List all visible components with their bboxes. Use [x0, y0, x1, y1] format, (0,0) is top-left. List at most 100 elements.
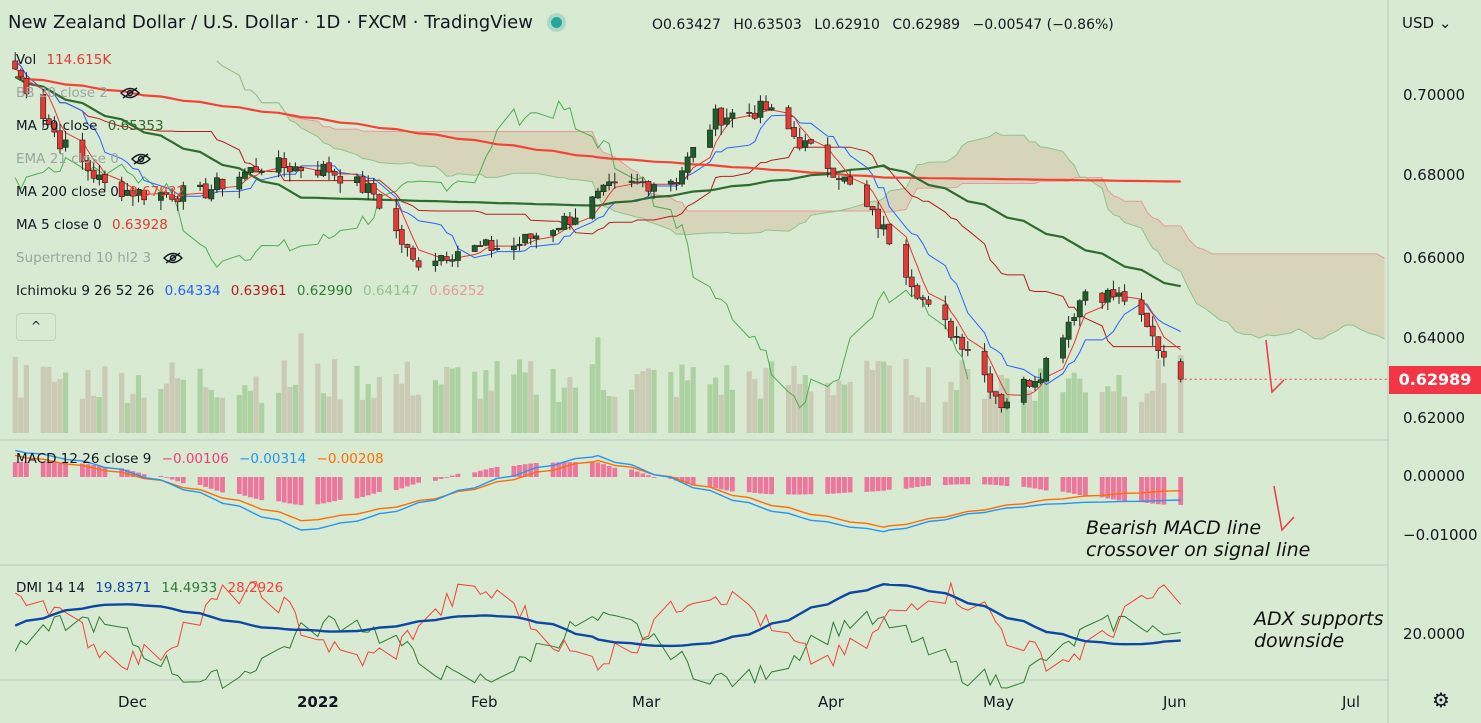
macd-histogram-bar	[533, 463, 539, 477]
candle-body	[242, 171, 248, 179]
volume-bar	[634, 374, 640, 433]
candle-body	[516, 243, 523, 246]
volume-bar	[404, 361, 410, 433]
candle-body	[124, 189, 131, 196]
time-tick: Jun	[1163, 693, 1187, 711]
legend-ma50[interactable]: MA 50 close 0.65353	[16, 118, 164, 134]
macd-annotation: Bearish MACD line crossover on signal li…	[1086, 517, 1310, 561]
macd-histogram-bar	[1060, 477, 1066, 492]
candle-body	[847, 176, 853, 185]
candle-body	[919, 297, 926, 300]
low-value: L0.62910	[814, 17, 880, 33]
ichimoku-span-a	[216, 60, 1385, 340]
volume-bar	[1155, 359, 1161, 433]
hidden-eye-icon[interactable]	[120, 87, 141, 99]
macd-histogram-bar	[791, 477, 797, 495]
legend-macd[interactable]: MACD 12 26 close 9 −0.00106 −0.00314 −0.…	[16, 451, 384, 467]
candle-body	[79, 139, 86, 163]
macd-line	[15, 449, 1181, 533]
candle-body	[202, 183, 209, 199]
macd-histogram-bar	[556, 462, 562, 477]
candle-body	[600, 184, 607, 193]
volume-bar	[729, 389, 735, 433]
legend-ichimoku[interactable]: Ichimoku 9 26 52 26 0.64334 0.63961 0.62…	[16, 283, 485, 299]
gear-icon[interactable]: ⚙	[1432, 688, 1450, 712]
candle-body	[634, 181, 641, 184]
macd-histogram-bar	[511, 465, 517, 477]
candle-body	[415, 260, 422, 268]
volume-bar	[1178, 355, 1184, 433]
macd-histogram-bar	[1116, 477, 1122, 501]
volume-bar	[847, 381, 853, 433]
macd-histogram-bar	[287, 477, 293, 504]
macd-histogram-bar	[489, 468, 494, 477]
hidden-eye-icon[interactable]	[131, 153, 152, 165]
volume-bar	[511, 374, 517, 433]
volume-bar	[651, 369, 657, 433]
hidden-eye-icon[interactable]	[163, 252, 184, 264]
macd-histogram-bar	[914, 477, 920, 487]
currency-selector[interactable]: USD ⌄	[1402, 14, 1451, 32]
candle-body	[807, 139, 814, 144]
legend-supertrend[interactable]: Supertrend 10 hl2 3	[16, 250, 184, 266]
legend-ema21[interactable]: EMA 21 close 0	[16, 151, 152, 167]
macd-histogram-bar	[522, 464, 528, 477]
volume-bar	[242, 385, 248, 433]
legend-ma200[interactable]: MA 200 close 0 0.67932	[16, 184, 185, 200]
candle-body	[594, 190, 601, 199]
candle-body	[130, 190, 136, 197]
candle-body	[219, 178, 226, 190]
currency-label: USD	[1402, 14, 1435, 32]
volume-bar	[247, 390, 254, 433]
volume-bar	[1099, 391, 1105, 433]
macd-histogram-bar	[315, 477, 321, 505]
volume-bar	[399, 383, 405, 433]
time-tick: Feb	[471, 693, 498, 711]
legend-bollinger[interactable]: BB 20 close 2	[16, 85, 141, 101]
candle-body	[398, 229, 405, 245]
legend-dmi-label: DMI 14 14	[16, 580, 85, 596]
candle-body	[611, 181, 618, 184]
macd-histogram-bar	[965, 477, 971, 485]
volume-bar	[236, 394, 242, 433]
candle-body	[1116, 292, 1122, 297]
macd-histogram-bar	[1105, 477, 1111, 499]
legend-volume[interactable]: Vol 114.615K	[16, 52, 111, 68]
legend-dmi[interactable]: DMI 14 14 19.8371 14.4933 28.2926	[16, 580, 283, 596]
candle-body	[286, 166, 293, 173]
candle-body	[432, 260, 439, 266]
price-tick: 0.66000	[1403, 249, 1466, 267]
macd-histogram-bar	[169, 477, 175, 480]
macd-histogram-bar	[690, 477, 696, 486]
volume-bar	[881, 361, 887, 433]
macd-histogram-bar	[730, 477, 735, 492]
legend-dmi-minus: 28.2926	[227, 580, 284, 596]
macd-histogram-bar	[354, 477, 360, 499]
macd-annotation-line1: Bearish MACD line	[1086, 517, 1262, 539]
last-price-tag: 0.62989	[1389, 366, 1481, 394]
volume-bar	[1060, 392, 1066, 433]
macd-histogram-bar	[1083, 477, 1088, 497]
legend-ichimoku-label: Ichimoku 9 26 52 26	[16, 283, 155, 299]
volume-bar	[836, 381, 842, 433]
macd-histogram-bar	[281, 477, 287, 503]
volume-bar	[1116, 375, 1122, 433]
volume-bar	[1026, 390, 1032, 433]
volume-bar	[320, 393, 326, 433]
macd-histogram-bar	[371, 477, 377, 494]
symbol-title: New Zealand Dollar / U.S. Dollar · 1D · …	[8, 12, 533, 33]
volume-bar	[841, 384, 848, 433]
volume-bar	[830, 395, 836, 433]
volume-bar	[869, 370, 876, 433]
legend-ma5[interactable]: MA 5 close 0 0.63928	[16, 217, 168, 233]
volume-bar	[993, 390, 999, 433]
volume-bar	[668, 371, 674, 433]
macd-histogram-bar	[52, 462, 57, 477]
candle-body	[684, 156, 691, 173]
adx-annotation: ADX supports downside	[1254, 608, 1384, 652]
collapse-legend-button[interactable]: ^	[16, 313, 56, 341]
adx-annotation-line1: ADX supports	[1254, 608, 1384, 630]
legend-ema21-label: EMA 21 close 0	[16, 151, 119, 167]
candle-body	[959, 336, 966, 350]
